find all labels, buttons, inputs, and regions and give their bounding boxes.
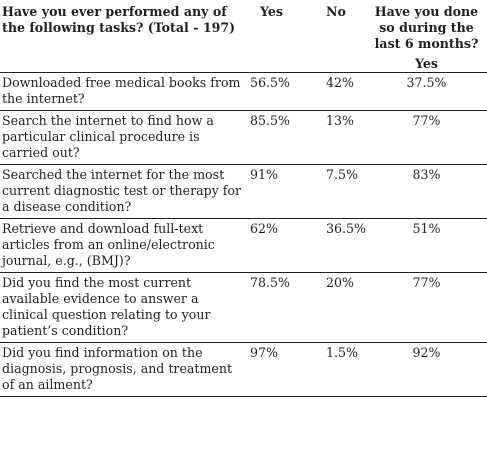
row-no: 13% xyxy=(326,113,354,128)
table-row: Retrieve and download full-text articles… xyxy=(0,219,487,273)
row-recent: 83% xyxy=(412,167,441,182)
row-recent: 77% xyxy=(412,275,441,290)
header-recent-title: Have you done so during the last 6 month… xyxy=(374,4,479,51)
row-no: 1.5% xyxy=(326,345,358,360)
header-recent-yes: Yes xyxy=(415,56,438,71)
survey-table: Have you ever performed any of the follo… xyxy=(0,0,487,397)
row-question: Retrieve and download full-text articles… xyxy=(2,221,215,268)
row-yes: 85.5% xyxy=(250,113,291,128)
header-no: No xyxy=(326,4,346,19)
row-recent: 51% xyxy=(412,221,441,236)
header-question: Have you ever performed any of the follo… xyxy=(2,4,236,35)
row-no: 36.5% xyxy=(326,221,367,236)
row-yes: 78.5% xyxy=(250,275,291,290)
row-recent: 37.5% xyxy=(406,75,447,90)
table-row: Searched the internet for the most curre… xyxy=(0,165,487,219)
header-recent: Have you done so during the last 6 month… xyxy=(366,0,487,73)
table-row: Did you find information on the diagnosi… xyxy=(0,343,487,397)
header-row: Have you ever performed any of the follo… xyxy=(0,0,487,73)
table-row: Did you find the most current available … xyxy=(0,273,487,343)
row-no: 20% xyxy=(326,275,354,290)
row-recent: 92% xyxy=(412,345,441,360)
row-no: 42% xyxy=(326,75,354,90)
row-question: Search the internet to find how a partic… xyxy=(2,113,214,160)
row-question: Did you find the most current available … xyxy=(2,275,211,338)
header-yes: Yes xyxy=(260,4,283,19)
row-question: Did you find information on the diagnosi… xyxy=(2,345,233,392)
row-yes: 91% xyxy=(250,167,278,182)
row-yes: 56.5% xyxy=(250,75,291,90)
row-yes: 97% xyxy=(250,345,278,360)
table-row: Search the internet to find how a partic… xyxy=(0,111,487,165)
row-no: 7.5% xyxy=(326,167,358,182)
table-row: Downloaded free medical books from the i… xyxy=(0,73,487,111)
row-yes: 62% xyxy=(250,221,278,236)
row-question: Downloaded free medical books from the i… xyxy=(2,75,241,106)
row-recent: 77% xyxy=(412,113,441,128)
table-header: Have you ever performed any of the follo… xyxy=(0,0,487,73)
row-question: Searched the internet for the most curre… xyxy=(2,167,242,214)
table-body: Downloaded free medical books from the i… xyxy=(0,73,487,397)
